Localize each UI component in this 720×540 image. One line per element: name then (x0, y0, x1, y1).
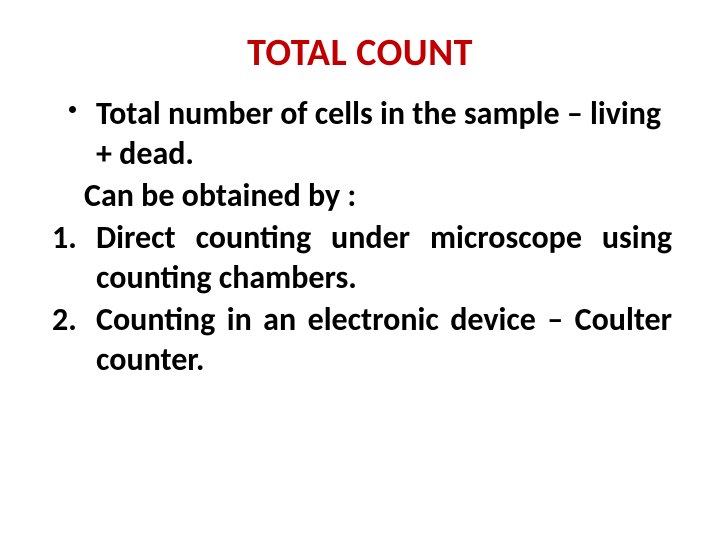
numbered-marker: 1. (48, 218, 96, 258)
numbered-item: 1. Direct counting under microscope usin… (48, 218, 672, 298)
numbered-item: 2. Counting in an electronic device – Co… (48, 300, 672, 380)
bullet-text: Total number of cells in the sample – li… (96, 94, 672, 174)
numbered-marker: 2. (48, 300, 96, 340)
numbered-text: Counting in an electronic device – Coult… (96, 300, 672, 380)
bullet-dot-icon (48, 94, 96, 113)
bullet-list: Total number of cells in the sample – li… (48, 94, 672, 380)
slide-title: TOTAL COUNT (48, 30, 672, 76)
numbered-text: Direct counting under microscope using c… (96, 218, 672, 298)
bullet-item: Total number of cells in the sample – li… (48, 94, 672, 174)
subline-text: Can be obtained by : (84, 176, 672, 216)
